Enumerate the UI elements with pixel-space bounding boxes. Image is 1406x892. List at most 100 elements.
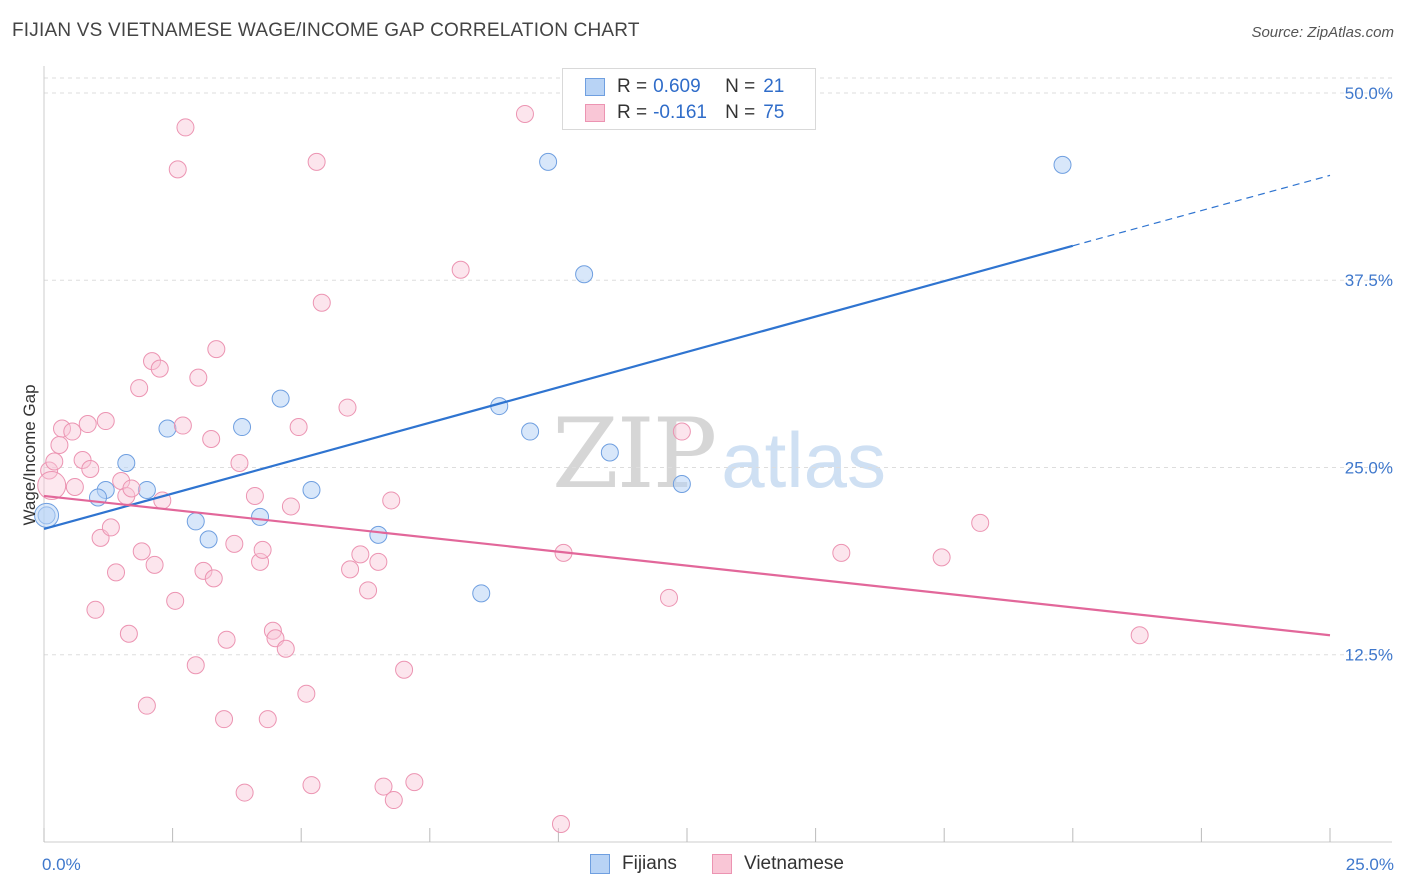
fijians-point	[1053, 155, 1072, 174]
n-label: N =	[725, 76, 756, 97]
vietnamese-trend-line	[43, 494, 1331, 637]
vietnamese-point	[145, 555, 164, 574]
vietnamese-point	[258, 710, 277, 729]
fijians-legend-swatch	[590, 854, 610, 874]
vietnamese-point	[101, 518, 120, 537]
vietnamese-point	[173, 416, 192, 435]
vietnamese-point	[832, 543, 851, 562]
vietnamese-point	[659, 588, 678, 607]
vietnamese-point	[119, 624, 138, 643]
fijians-point	[575, 265, 594, 284]
vietnamese-point	[194, 561, 213, 580]
x-tick-label: 0.0%	[42, 855, 81, 874]
fijians-point	[117, 453, 136, 472]
vietnamese-point	[312, 293, 331, 312]
vietnamese-point	[50, 436, 69, 455]
source-label: Source: ZipAtlas.com	[1251, 24, 1394, 41]
fijians-point	[472, 584, 491, 603]
y-tick-label: 25.0%	[1345, 458, 1393, 477]
vietnamese-point	[297, 684, 316, 703]
series-legend-vietnamese[interactable]: Vietnamese	[712, 850, 844, 878]
legend-row-vietnamese: R = -0.161 N = 75	[585, 101, 784, 125]
vietnamese-point	[230, 453, 249, 472]
label-layer: 12.5% 25.0% 37.5% 50.0% 0.0% 25.0%	[42, 84, 1394, 874]
fijians-point	[186, 512, 205, 531]
vietnamese-point	[245, 486, 264, 505]
vietnamese-point	[217, 630, 236, 649]
vietnamese-point	[307, 152, 326, 171]
vietnamese-point	[215, 710, 234, 729]
vietnamese-point	[81, 459, 100, 478]
points-layer	[34, 104, 1149, 834]
y-tick-label: 50.0%	[1345, 84, 1393, 103]
vietnamese-point	[235, 783, 254, 802]
fijians-legend-label: Fijians	[622, 853, 677, 874]
vietnamese-legend-swatch	[712, 854, 732, 874]
vietnamese-point	[263, 621, 282, 640]
n-value: 75	[763, 102, 785, 123]
vietnamese-legend-label: Vietnamese	[744, 853, 844, 874]
r-label: R =	[617, 76, 648, 97]
vietnamese-point	[971, 513, 990, 532]
fijians-trend-line	[43, 244, 1074, 530]
vietnamese-point-large	[37, 470, 67, 500]
vietnamese-point	[207, 340, 226, 359]
n-label: N =	[725, 102, 756, 123]
vietnamese-point	[204, 569, 223, 588]
r-value: -0.161	[653, 102, 707, 123]
vietnamese-point	[672, 422, 691, 441]
vietnamese-point	[451, 260, 470, 279]
legend-row-fijians: R = 0.609 N = 21	[585, 75, 784, 99]
fijians-point	[539, 152, 558, 171]
vietnamese-point	[515, 104, 534, 123]
vietnamese-point	[1130, 626, 1149, 645]
vietnamese-point	[150, 359, 169, 378]
vietnamese-point	[202, 430, 221, 449]
fijians-point	[251, 507, 270, 526]
r-label: R =	[617, 102, 648, 123]
vietnamese-point	[45, 452, 64, 471]
chart-title: FIJIAN VS VIETNAMESE WAGE/INCOME GAP COR…	[12, 20, 640, 41]
vietnamese-point	[53, 419, 72, 438]
fijians-point	[302, 480, 321, 499]
correlation-legend: R = 0.609 N = 21 R = -0.161 N = 75	[562, 68, 816, 130]
y-tick-label: 12.5%	[1345, 646, 1393, 665]
vietnamese-point	[137, 696, 156, 715]
vietnamese-point	[122, 479, 141, 498]
vietnamese-point	[78, 415, 97, 434]
vietnamese-point	[186, 656, 205, 675]
vietnamese-point	[359, 581, 378, 600]
vietnamese-point	[369, 552, 388, 571]
fijians-trend-extension	[1072, 174, 1331, 247]
y-tick-label: 37.5%	[1345, 271, 1393, 290]
fijians-point	[521, 422, 540, 441]
vietnamese-point	[132, 542, 151, 561]
vietnamese-point	[351, 545, 370, 564]
r-value: 0.609	[653, 76, 701, 97]
vietnamese-point	[225, 534, 244, 553]
vietnamese-point	[374, 777, 393, 796]
fijians-point	[369, 525, 388, 544]
n-value: 21	[763, 76, 785, 97]
vietnamese-point	[40, 461, 59, 480]
vietnamese-point	[189, 368, 208, 387]
series-legend-fijians[interactable]: Fijians	[590, 850, 677, 878]
vietnamese-point	[551, 815, 570, 834]
vietnamese-point	[289, 418, 308, 437]
fijians-swatch	[585, 78, 605, 96]
vietnamese-point	[166, 591, 185, 610]
vietnamese-point	[338, 398, 357, 417]
fijians-point	[600, 443, 619, 462]
fijians-point	[271, 389, 290, 408]
vietnamese-point	[168, 160, 187, 179]
vietnamese-point	[341, 560, 360, 579]
vietnamese-point	[176, 118, 195, 137]
fijians-point	[158, 419, 177, 438]
vietnamese-swatch	[585, 104, 605, 122]
vietnamese-point	[302, 776, 321, 795]
vietnamese-point	[276, 639, 295, 658]
fijians-point	[199, 530, 218, 549]
fijians-point	[233, 418, 252, 437]
vietnamese-point	[65, 477, 84, 496]
